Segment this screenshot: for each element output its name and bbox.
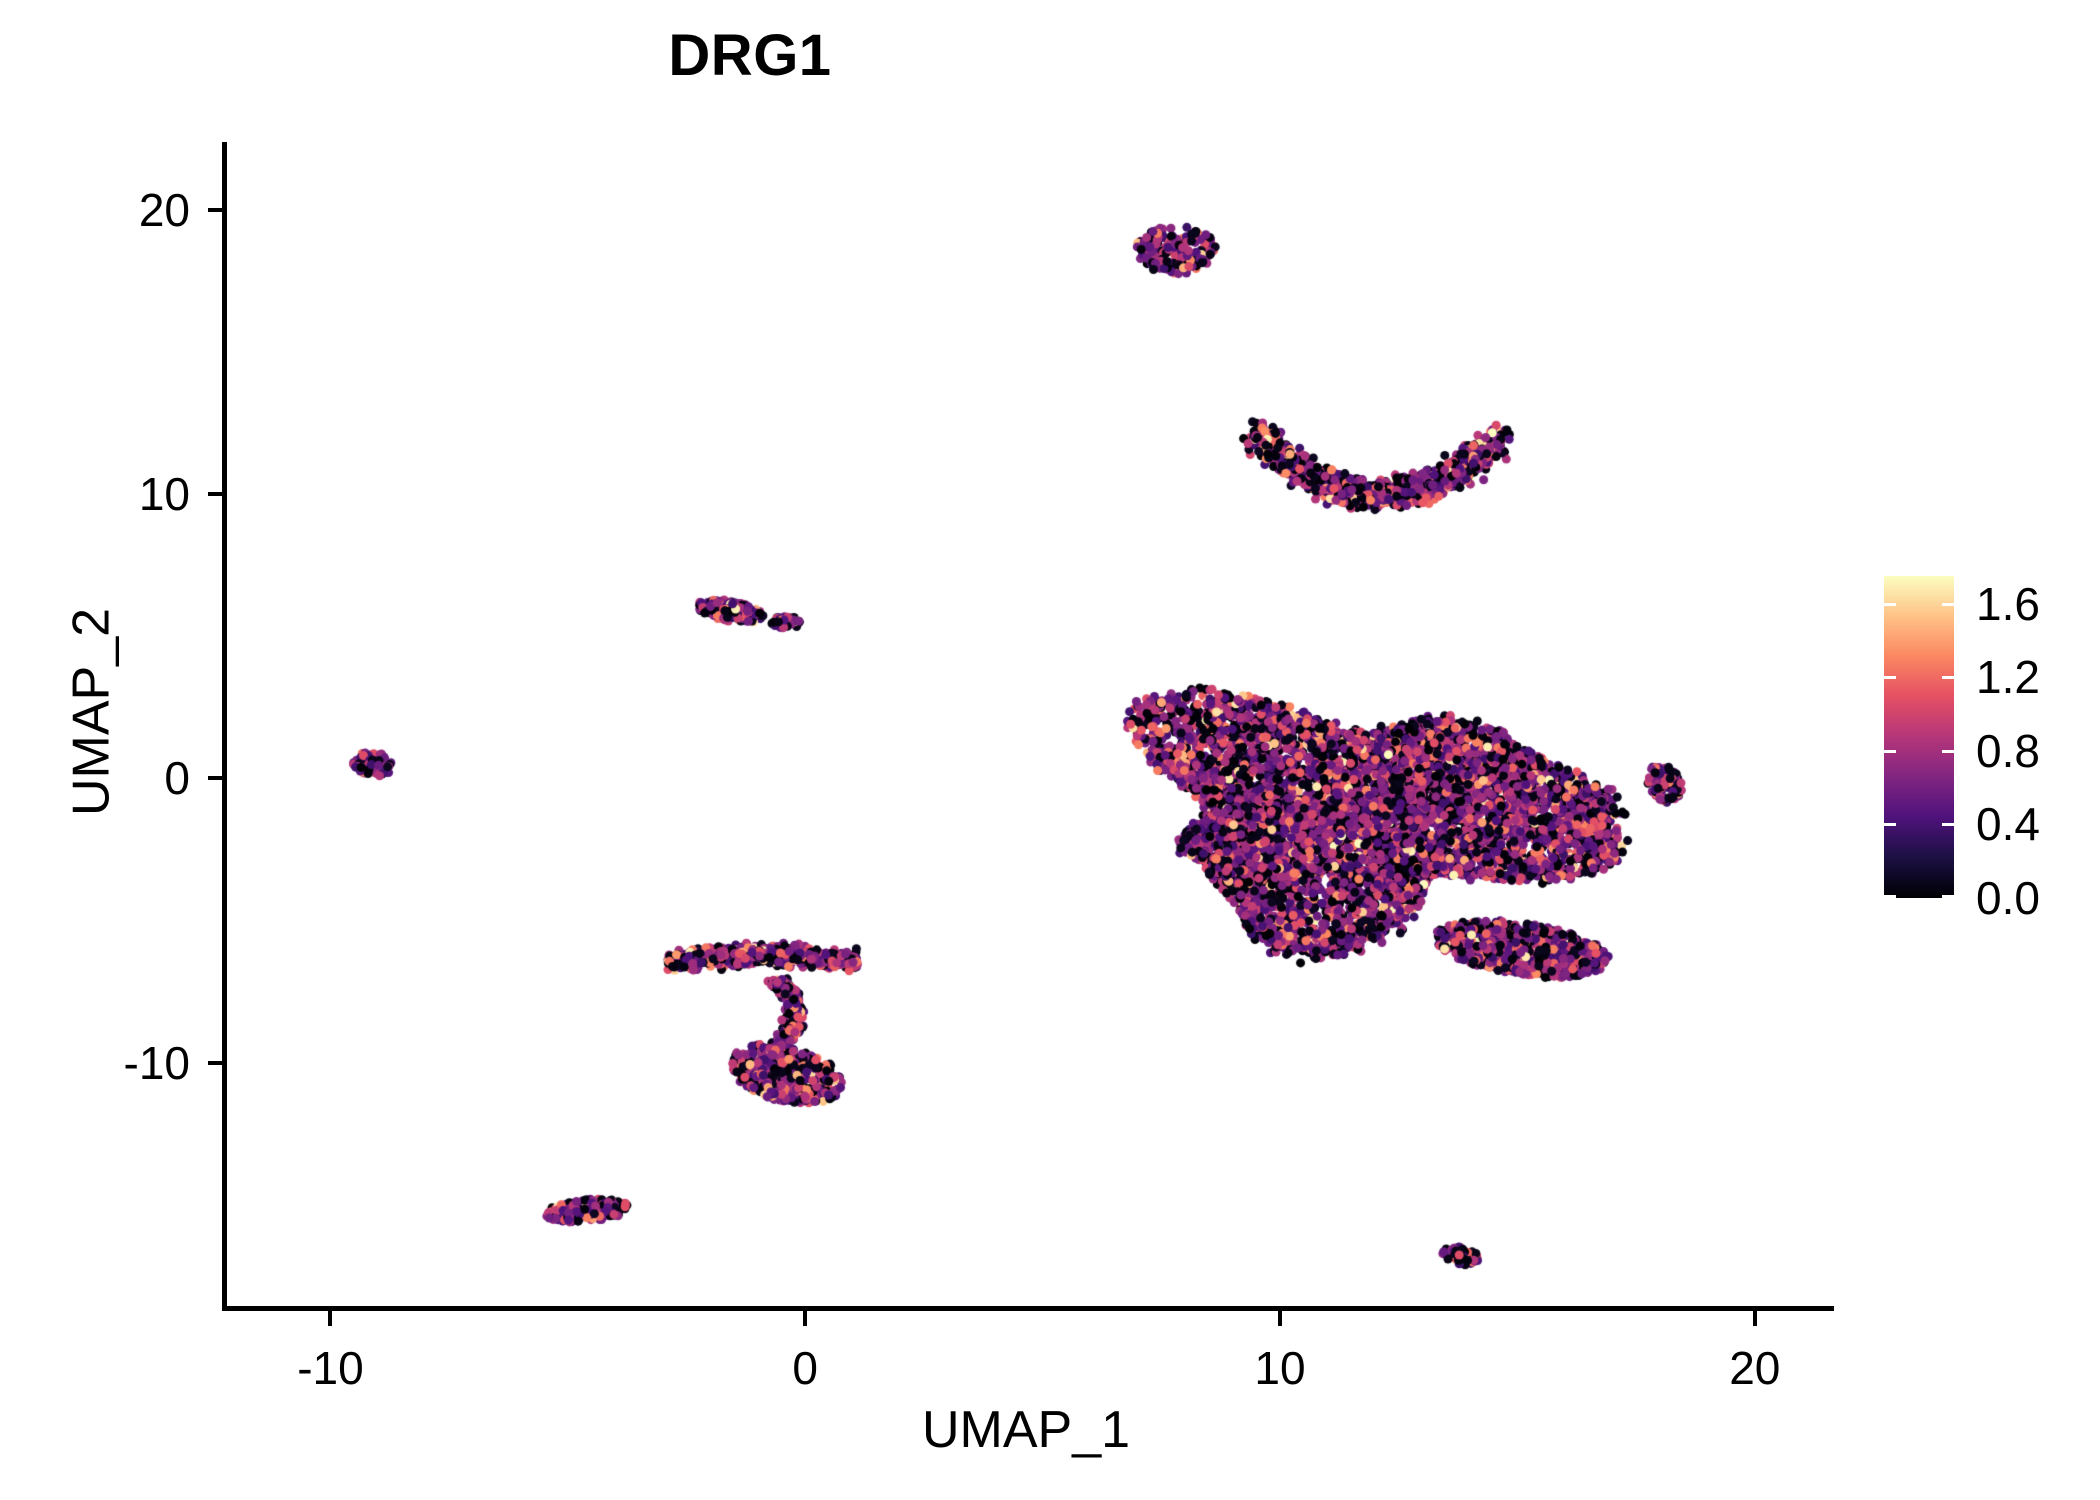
colorbar-tick-mark — [1942, 895, 1954, 898]
colorbar-tick-mark — [1942, 823, 1954, 827]
colorbar-tick-mark — [1942, 602, 1954, 606]
colorbar-tick-label: 1.6 — [1976, 577, 2040, 630]
y-tick-mark — [208, 1060, 225, 1065]
colorbar-gradient — [1884, 576, 1954, 898]
colorbar-tick-mark — [1884, 676, 1896, 680]
x-tick-label: -10 — [297, 1342, 364, 1394]
x-axis-line — [222, 1306, 1834, 1311]
colorbar-tick-label: 0.4 — [1976, 798, 2040, 851]
y-tick-label: -10 — [123, 1036, 190, 1089]
colorbar-tick-label: 1.2 — [1976, 651, 2040, 704]
page-title: DRG1 — [668, 23, 832, 88]
y-tick-label: 0 — [164, 752, 190, 805]
colorbar-tick-mark — [1884, 602, 1896, 606]
colorbar-tick-mark — [1884, 895, 1896, 898]
y-axis-title: UMAP_2 — [62, 607, 121, 817]
y-tick-label: 10 — [138, 468, 190, 521]
x-tick-mark — [1752, 1309, 1757, 1326]
scatter-plot-canvas — [226, 142, 1826, 1307]
y-tick-label: 20 — [138, 184, 190, 237]
x-axis-title: UMAP_1 — [921, 1401, 1131, 1459]
colorbar-tick-label: 0.8 — [1976, 724, 2040, 777]
colorbar-tick-label: 0.0 — [1976, 872, 2040, 924]
y-tick-mark — [208, 208, 225, 213]
colorbar-legend: 1.6 1.2 0.8 0.4 0.0 — [1884, 576, 2084, 924]
x-tick-label: 10 — [1254, 1342, 1306, 1394]
colorbar-tick-mark — [1942, 749, 1954, 753]
y-axis-line — [222, 142, 227, 1310]
x-tick-mark — [328, 1309, 333, 1326]
y-tick-mark — [208, 776, 225, 781]
y-tick-mark — [208, 492, 225, 497]
x-tick-mark — [803, 1309, 808, 1326]
x-tick-label: 0 — [792, 1342, 819, 1394]
colorbar-tick-mark — [1884, 749, 1896, 753]
x-tick-mark — [1278, 1309, 1282, 1326]
x-tick-label: 20 — [1729, 1342, 1781, 1394]
plot-panel — [226, 142, 1826, 1307]
colorbar-tick-mark — [1942, 676, 1954, 680]
colorbar-tick-mark — [1884, 823, 1896, 827]
